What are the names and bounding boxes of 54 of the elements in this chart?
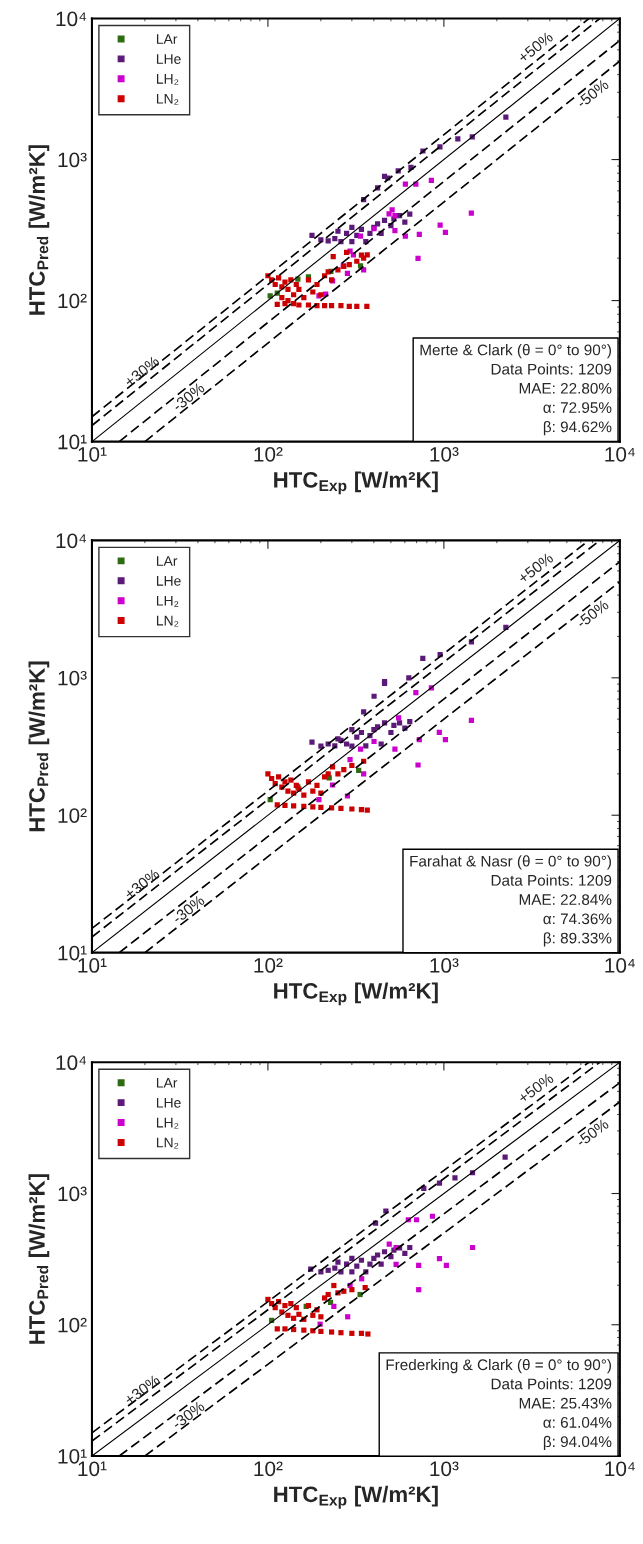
annotation: α: 72.95% — [543, 402, 612, 413]
y-tick-label: 10⁴ — [56, 1055, 87, 1071]
legend-label: LH₂ — [156, 1117, 179, 1129]
y-tick-label: 10³ — [58, 670, 87, 686]
annotation: -30% — [171, 1400, 206, 1430]
y-tick-label: 10³ — [58, 152, 87, 168]
legend-label: LHe — [156, 54, 181, 64]
annotation: -30% — [171, 894, 206, 925]
annotation: Frederking & Clark (θ = 0° to 90°) — [386, 1358, 611, 1374]
annotation: Farahat & Nasr (θ = 0° to 90°) — [410, 855, 611, 870]
x-axis-title: HTC$_{Exp}$ [W/m²K] — [274, 982, 438, 1006]
y-tick-label: 10² — [58, 1317, 87, 1333]
annotation: Merte & Clark (θ = 0° to 90°) — [420, 344, 611, 359]
x-tick-label: 10² — [254, 1461, 283, 1477]
legend-label: LH₂ — [156, 74, 179, 85]
legend-label: LAr — [156, 556, 178, 566]
x-axis-title: HTC$_{Exp}$ [W/m²K] — [274, 471, 438, 495]
x-tick-label: 10⁴ — [605, 1461, 635, 1477]
y-tick-label: 10² — [58, 808, 87, 823]
y-axis-title: HTC$_{Pred}$ [W/m²K] — [28, 661, 50, 832]
x-tick-label: 10⁴ — [605, 447, 635, 462]
annotation: β: 94.04% — [543, 1435, 612, 1451]
annotation: β: 94.62% — [543, 421, 612, 436]
annotation: MAE: 22.80% — [519, 382, 612, 394]
annotation: β: 89.33% — [543, 932, 612, 947]
annotation: Data Points: 1209 — [491, 1378, 612, 1390]
y-tick-label: 10⁴ — [56, 533, 87, 549]
legend-label: LHe — [156, 576, 181, 586]
x-tick-label: 10³ — [430, 447, 459, 462]
y-axis-title: HTC$_{Pred}$ [W/m²K] — [28, 1174, 50, 1344]
x-tick-label: 10⁴ — [605, 958, 635, 973]
y-axis-title: HTC$_{Pred}$ [W/m²K] — [28, 145, 50, 315]
annotation: Data Points: 1209 — [491, 874, 612, 886]
x-axis-title: HTC$_{Exp}$ [W/m²K] — [274, 1485, 438, 1509]
legend-label: LAr — [156, 34, 178, 44]
legend-label: LAr — [156, 1078, 178, 1088]
legend-label: LN₂ — [156, 93, 179, 105]
annotation: MAE: 22.84% — [519, 894, 612, 905]
annotation: α: 74.36% — [543, 913, 612, 925]
y-tick-label: 10⁴ — [56, 11, 87, 27]
annotation: MAE: 25.43% — [519, 1397, 612, 1409]
annotation: Data Points: 1209 — [491, 363, 612, 375]
legend-label: LH₂ — [156, 595, 179, 607]
annotation: -50% — [575, 1118, 610, 1148]
legend-label: LHe — [156, 1097, 181, 1108]
legend-label: LN₂ — [156, 615, 179, 627]
legend-label: LN₂ — [156, 1137, 179, 1149]
y-tick-label: 10³ — [58, 1186, 87, 1202]
x-tick-label: 10³ — [430, 1461, 459, 1477]
x-tick-label: 10² — [254, 447, 283, 462]
x-tick-label: 10³ — [430, 958, 459, 973]
annotation: α: 61.04% — [543, 1417, 612, 1428]
y-tick-label: 10² — [58, 293, 87, 309]
x-tick-label: 10² — [254, 958, 283, 973]
